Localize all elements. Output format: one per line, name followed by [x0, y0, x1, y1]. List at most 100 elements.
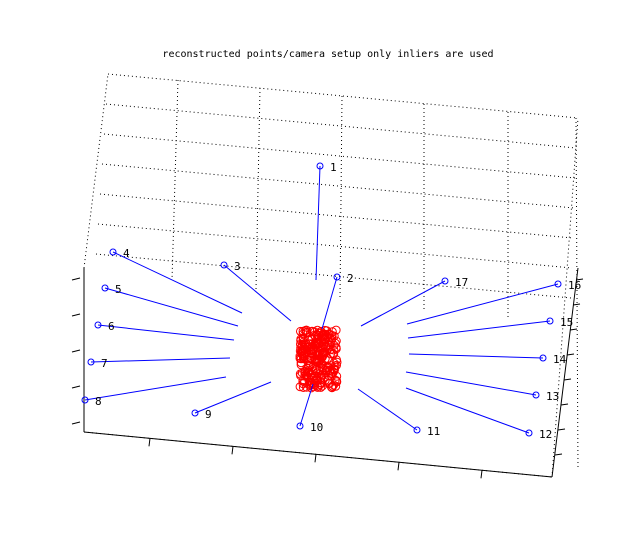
camera-ray-1	[315, 165, 321, 281]
point	[327, 382, 336, 392]
camera-ray-15	[407, 320, 551, 339]
point	[300, 326, 310, 336]
camera-label-15: 15	[560, 316, 573, 329]
camera-ray-2	[321, 276, 338, 330]
z-tick	[554, 453, 563, 456]
x-tick	[397, 462, 400, 471]
camera-marker-14	[539, 354, 547, 362]
camera-label-14: 14	[553, 353, 567, 366]
camera-ray-4	[112, 251, 243, 314]
camera-marker-8	[81, 396, 89, 404]
point	[314, 356, 324, 366]
camera-marker-11	[413, 426, 421, 434]
grid-line-v	[339, 95, 343, 301]
y-tick	[71, 385, 81, 389]
point	[332, 377, 342, 387]
camera-marker-15	[546, 317, 554, 325]
x-tick	[231, 446, 234, 455]
point	[322, 326, 332, 336]
camera-ray-17	[360, 280, 446, 327]
camera-marker-2	[333, 273, 341, 281]
camera-label-2: 2	[347, 272, 354, 285]
point	[326, 369, 336, 378]
point	[308, 366, 318, 376]
camera-label-6: 6	[108, 320, 115, 333]
chart-title: reconstructed points/camera setup only i…	[162, 49, 493, 60]
camera-marker-16	[554, 280, 562, 288]
camera-marker-6	[94, 321, 102, 329]
z-axis-line	[551, 267, 579, 478]
point	[330, 338, 340, 348]
z-tick	[569, 328, 578, 331]
grid-line-h	[105, 103, 577, 149]
x-tick	[480, 470, 483, 479]
grid-lines	[83, 73, 579, 478]
axis-box	[71, 267, 584, 479]
camera-label-4: 4	[123, 247, 130, 260]
z-tick	[572, 303, 581, 306]
camera-ray-6	[97, 324, 235, 341]
grid-line-h	[103, 133, 576, 179]
point	[304, 335, 314, 345]
camera-label-12: 12	[539, 428, 552, 441]
camera-marker-9	[191, 409, 199, 417]
grid-line-v	[255, 87, 261, 291]
camera-marker-7	[87, 358, 95, 366]
point	[296, 358, 306, 368]
grid-line-v	[171, 79, 179, 281]
point	[305, 353, 315, 362]
camera-label-16: 16	[568, 279, 581, 292]
point	[332, 371, 342, 381]
camera-marker-10	[296, 422, 304, 430]
camera-ray-10	[299, 383, 314, 427]
reconstructed-points	[295, 325, 342, 393]
camera-ray-13	[405, 371, 537, 396]
z-tick	[563, 378, 572, 381]
point	[331, 343, 341, 353]
camera-label-13: 13	[546, 390, 559, 403]
camera-marker-5	[101, 284, 109, 292]
x-tick	[148, 438, 151, 447]
point	[300, 344, 310, 354]
point	[296, 326, 305, 336]
camera-label-1: 1	[330, 161, 337, 174]
point	[329, 364, 339, 374]
camera-ray-8	[84, 376, 227, 401]
camera-marker-1	[316, 162, 324, 170]
camera-ray-16	[406, 283, 559, 325]
point	[321, 342, 331, 352]
point	[331, 325, 341, 335]
point	[295, 382, 305, 392]
z-tick	[566, 353, 575, 356]
grid-line-h	[97, 223, 573, 269]
camera-label-9: 9	[205, 408, 212, 421]
camera-marker-13	[532, 391, 540, 399]
z-tick	[557, 428, 566, 431]
camera-label-8: 8	[95, 395, 102, 408]
grid-line-h	[101, 163, 575, 209]
camera-label-5: 5	[115, 283, 122, 296]
camera-ray-3	[223, 264, 292, 322]
camera-ray-14	[408, 353, 544, 359]
x-tick	[314, 454, 317, 463]
point	[307, 343, 317, 353]
point	[302, 371, 311, 381]
z-tick	[560, 403, 569, 406]
camera-ray-5	[104, 287, 239, 327]
y-tick	[71, 277, 81, 281]
grid-line-h	[99, 193, 574, 239]
camera-marker-12	[525, 429, 533, 437]
point	[306, 383, 316, 393]
point	[296, 354, 306, 364]
camera-marker-3	[220, 261, 228, 269]
point	[304, 367, 314, 377]
point	[296, 371, 306, 381]
camera-ray-9	[194, 381, 272, 414]
point	[316, 372, 326, 382]
camera-label-11: 11	[427, 425, 440, 438]
camera-label-10: 10	[310, 421, 323, 434]
grid-line-h	[107, 73, 579, 119]
grid-line-v	[575, 117, 579, 471]
